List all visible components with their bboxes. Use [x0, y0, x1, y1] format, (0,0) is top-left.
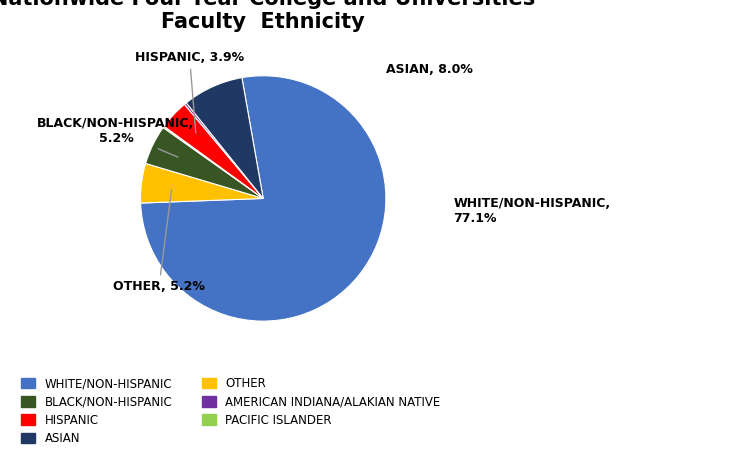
Wedge shape	[141, 76, 386, 321]
Wedge shape	[141, 163, 263, 203]
Text: HISPANIC, 3.9%: HISPANIC, 3.9%	[135, 51, 244, 133]
Text: BLACK/NON-HISPANIC,
5.2%: BLACK/NON-HISPANIC, 5.2%	[38, 117, 195, 157]
Wedge shape	[146, 128, 263, 198]
Text: ASIAN, 8.0%: ASIAN, 8.0%	[386, 63, 473, 76]
Text: WHITE/NON-HISPANIC,
77.1%: WHITE/NON-HISPANIC, 77.1%	[453, 197, 611, 225]
Wedge shape	[186, 78, 263, 198]
Wedge shape	[184, 103, 263, 198]
Wedge shape	[163, 126, 263, 198]
Text: OTHER, 5.2%: OTHER, 5.2%	[113, 190, 205, 293]
Wedge shape	[164, 104, 263, 198]
Legend: WHITE/NON-HISPANIC, BLACK/NON-HISPANIC, HISPANIC, ASIAN, OTHER, AMERICAN INDIANA: WHITE/NON-HISPANIC, BLACK/NON-HISPANIC, …	[21, 377, 441, 445]
Title: Nationwide Four-Year College and Universities
Faculty  Ethnicity: Nationwide Four-Year College and Univers…	[0, 0, 535, 32]
